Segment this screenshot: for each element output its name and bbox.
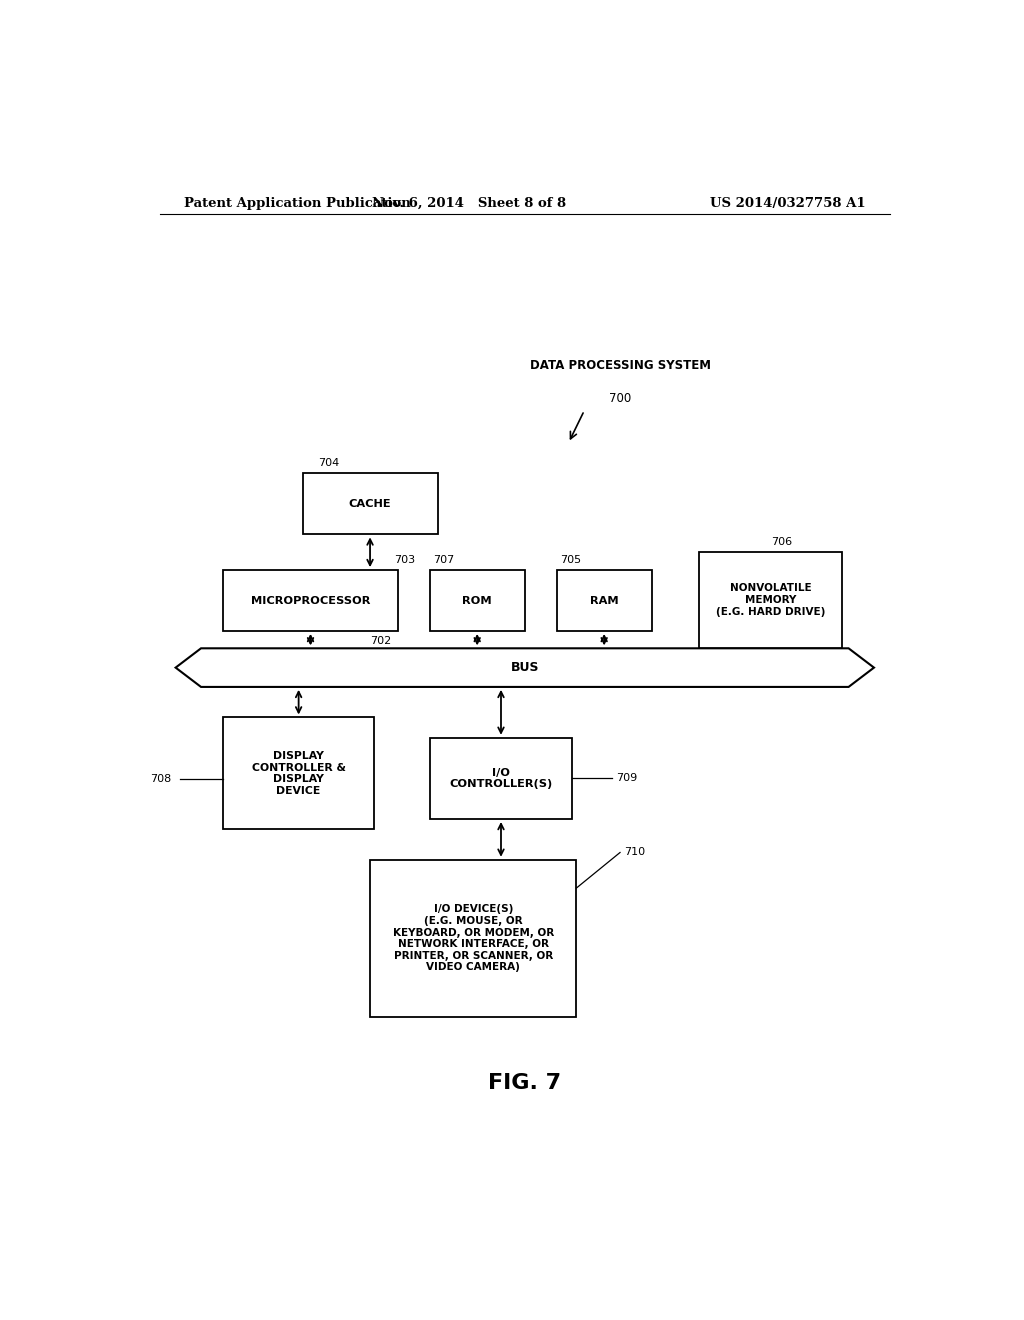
Text: 700: 700 — [609, 392, 631, 405]
Bar — [370, 859, 577, 1018]
Text: 702: 702 — [370, 636, 391, 647]
Text: I/O
CONTROLLER(S): I/O CONTROLLER(S) — [450, 768, 553, 789]
Bar — [223, 570, 397, 631]
Text: 705: 705 — [560, 554, 582, 565]
Text: 708: 708 — [151, 774, 172, 784]
Text: NONVOLATILE
MEMORY
(E.G. HARD DRIVE): NONVOLATILE MEMORY (E.G. HARD DRIVE) — [716, 583, 825, 616]
Bar — [430, 738, 572, 818]
Polygon shape — [176, 648, 873, 686]
Bar — [699, 552, 842, 648]
Text: ROM: ROM — [463, 595, 492, 606]
Bar — [223, 718, 374, 829]
Text: 707: 707 — [433, 554, 455, 565]
Text: RAM: RAM — [590, 595, 618, 606]
Text: DISPLAY
CONTROLLER &
DISPLAY
DEVICE: DISPLAY CONTROLLER & DISPLAY DEVICE — [252, 751, 346, 796]
Text: Nov. 6, 2014   Sheet 8 of 8: Nov. 6, 2014 Sheet 8 of 8 — [372, 197, 566, 210]
Text: BUS: BUS — [511, 661, 539, 675]
Text: FIG. 7: FIG. 7 — [488, 1073, 561, 1093]
Text: US 2014/0327758 A1: US 2014/0327758 A1 — [711, 197, 866, 210]
Text: 709: 709 — [616, 774, 637, 783]
Text: Patent Application Publication: Patent Application Publication — [183, 197, 411, 210]
Bar — [430, 570, 525, 631]
Text: 704: 704 — [318, 458, 340, 469]
Text: 710: 710 — [624, 847, 645, 858]
Text: 703: 703 — [394, 554, 415, 565]
Text: DATA PROCESSING SYSTEM: DATA PROCESSING SYSTEM — [529, 359, 711, 372]
Bar — [303, 474, 437, 535]
Text: CACHE: CACHE — [349, 499, 391, 510]
Text: 706: 706 — [771, 537, 792, 546]
Bar — [557, 570, 652, 631]
Text: MICROPROCESSOR: MICROPROCESSOR — [251, 595, 371, 606]
Text: I/O DEVICE(S)
(E.G. MOUSE, OR
KEYBOARD, OR MODEM, OR
NETWORK INTERFACE, OR
PRINT: I/O DEVICE(S) (E.G. MOUSE, OR KEYBOARD, … — [392, 904, 554, 973]
